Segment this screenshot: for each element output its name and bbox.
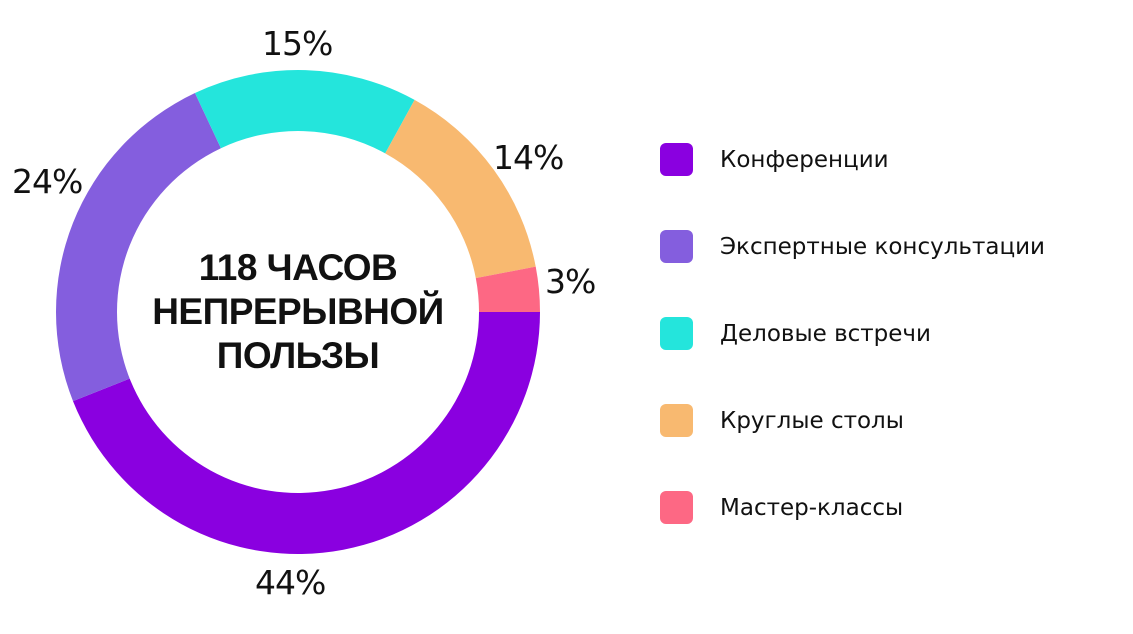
legend-label: Мастер-классы: [720, 494, 904, 521]
slice-label-konferentsii: 44%: [255, 563, 326, 602]
legend-swatch-icon: [660, 491, 693, 524]
center-label: 118 ЧАСОВ НЕПРЕРЫВНОЙ ПОЛЬЗЫ: [118, 246, 478, 378]
legend: Конференции Экспертные консультации Дело…: [660, 116, 1045, 551]
legend-label: Конференции: [720, 146, 889, 173]
legend-item-expert-consultations[interactable]: Экспертные консультации: [660, 203, 1045, 290]
legend-item-master-classes[interactable]: Мастер-классы: [660, 464, 1045, 551]
legend-label: Экспертные консультации: [720, 233, 1045, 260]
slice-label-master-classes: 3%: [545, 262, 596, 301]
slice-label-business-meetings: 15%: [262, 24, 333, 63]
legend-swatch-icon: [660, 230, 693, 263]
legend-swatch-icon: [660, 404, 693, 437]
slice-label-expert-consultations: 24%: [12, 162, 83, 201]
legend-swatch-icon: [660, 143, 693, 176]
center-label-line-3: ПОЛЬЗЫ: [216, 335, 380, 376]
slice-expert-consultations[interactable]: [55, 93, 221, 402]
legend-item-konferentsii[interactable]: Конференции: [660, 116, 1045, 203]
legend-item-round-tables[interactable]: Круглые столы: [660, 377, 1045, 464]
center-label-line-2: НЕПРЕРЫВНОЙ: [152, 291, 444, 332]
slice-label-round-tables: 14%: [493, 138, 564, 177]
slice-konferentsii[interactable]: [72, 312, 541, 554]
legend-swatch-icon: [660, 317, 693, 350]
legend-label: Круглые столы: [720, 407, 904, 434]
legend-label: Деловые встречи: [720, 320, 931, 347]
donut-slices: [55, 70, 541, 554]
legend-item-business-meetings[interactable]: Деловые встречи: [660, 290, 1045, 377]
slice-master-classes[interactable]: [475, 266, 540, 312]
slice-round-tables[interactable]: [385, 99, 536, 279]
slice-business-meetings[interactable]: [194, 70, 415, 154]
center-label-line-1: 118 ЧАСОВ: [198, 247, 398, 288]
